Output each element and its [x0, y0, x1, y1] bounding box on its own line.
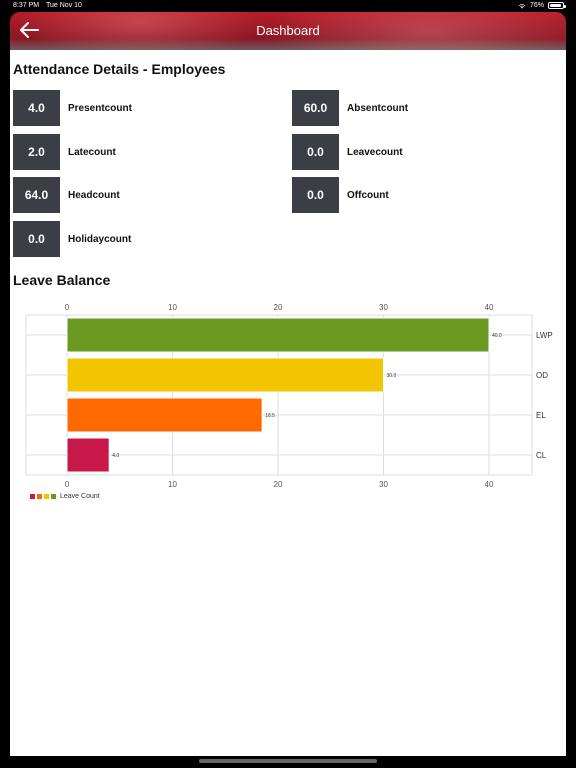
stat-headcount[interactable]: 64.0 Headcount — [13, 177, 120, 213]
tick-label-bottom: 20 — [274, 480, 283, 489]
stat-value: 64.0 — [13, 177, 60, 213]
category-label: EL — [536, 411, 546, 420]
tick-label-top: 30 — [379, 303, 388, 312]
legend-swatch — [51, 494, 56, 499]
legend-swatches — [30, 494, 58, 499]
plot-frame — [25, 314, 533, 476]
arrow-left-icon[interactable] — [18, 20, 40, 40]
battery-icon — [548, 2, 566, 9]
category-label: OD — [536, 371, 548, 380]
status-time: 8:37 PM — [13, 2, 40, 9]
dashboard-content: Attendance Details - Employees 4.0 Prese… — [10, 50, 566, 756]
data-label: 4.0 — [112, 453, 119, 459]
stat-label: Presentcount — [68, 102, 132, 114]
battery-percent: 76% — [529, 2, 544, 9]
home-indicator — [199, 759, 377, 763]
status-bar: 8:37 PM Tue Nov 10 76% — [0, 0, 576, 12]
tick-label-bottom: 40 — [485, 480, 494, 489]
legend-label: Leave Count — [60, 493, 100, 500]
stat-value: 60.0 — [292, 90, 339, 126]
leave-balance-title: Leave Balance — [13, 272, 111, 288]
tick-label-top: 0 — [65, 303, 70, 312]
tick-label-bottom: 30 — [379, 480, 388, 489]
stat-value: 2.0 — [13, 134, 60, 170]
stat-label: Offcount — [347, 189, 389, 201]
stat-presentcount[interactable]: 4.0 Presentcount — [13, 90, 132, 126]
stat-latecount[interactable]: 2.0 Latecount — [13, 134, 116, 170]
tick-label-bottom: 0 — [65, 480, 70, 489]
stat-label: Holidaycount — [68, 233, 132, 245]
stat-absentcount[interactable]: 60.0 Absentcount — [292, 90, 408, 126]
stat-label: Leavecount — [347, 146, 403, 158]
category-label: CL — [536, 451, 547, 460]
tick-label-top: 10 — [168, 303, 177, 312]
stat-label: Headcount — [68, 189, 120, 201]
chart-legend: Leave Count — [30, 493, 100, 500]
wifi-icon — [518, 3, 526, 9]
legend-swatch — [44, 494, 49, 499]
stat-value: 0.0 — [13, 221, 60, 257]
app-header: Dashboard — [10, 12, 566, 50]
leave-balance-chart: 0 0 10 10 20 20 30 30 40 40 40.0 LWP 30.0 OD 18.5 EL 4.0… — [25, 303, 553, 489]
stat-value: 0.0 — [292, 177, 339, 213]
stat-value: 0.0 — [292, 134, 339, 170]
attendance-title: Attendance Details - Employees — [13, 61, 226, 77]
bar-od — [66, 357, 384, 393]
stat-holidaycount[interactable]: 0.0 Holidaycount — [13, 221, 131, 257]
category-label: LWP — [536, 331, 553, 340]
tick-label-top: 20 — [274, 303, 283, 312]
data-label: 30.0 — [387, 373, 397, 379]
bar-cl — [66, 437, 110, 473]
bar-lwp — [66, 317, 490, 353]
bar-el — [66, 397, 263, 433]
page-title: Dashboard — [256, 23, 320, 38]
legend-swatch — [30, 494, 35, 499]
stat-offcount[interactable]: 0.0 Offcount — [292, 177, 389, 213]
stat-label: Absentcount — [347, 102, 409, 114]
status-date: Tue Nov 10 — [46, 2, 82, 9]
stat-leavecount[interactable]: 0.0 Leavecount — [292, 134, 403, 170]
status-right: 76% — [518, 2, 566, 9]
stat-label: Latecount — [68, 146, 116, 158]
legend-swatch — [37, 494, 42, 499]
tick-label-top: 40 — [485, 303, 494, 312]
tick-label-bottom: 10 — [168, 480, 177, 489]
data-label: 18.5 — [265, 413, 275, 419]
data-label: 40.0 — [492, 333, 502, 339]
stat-value: 4.0 — [13, 90, 60, 126]
